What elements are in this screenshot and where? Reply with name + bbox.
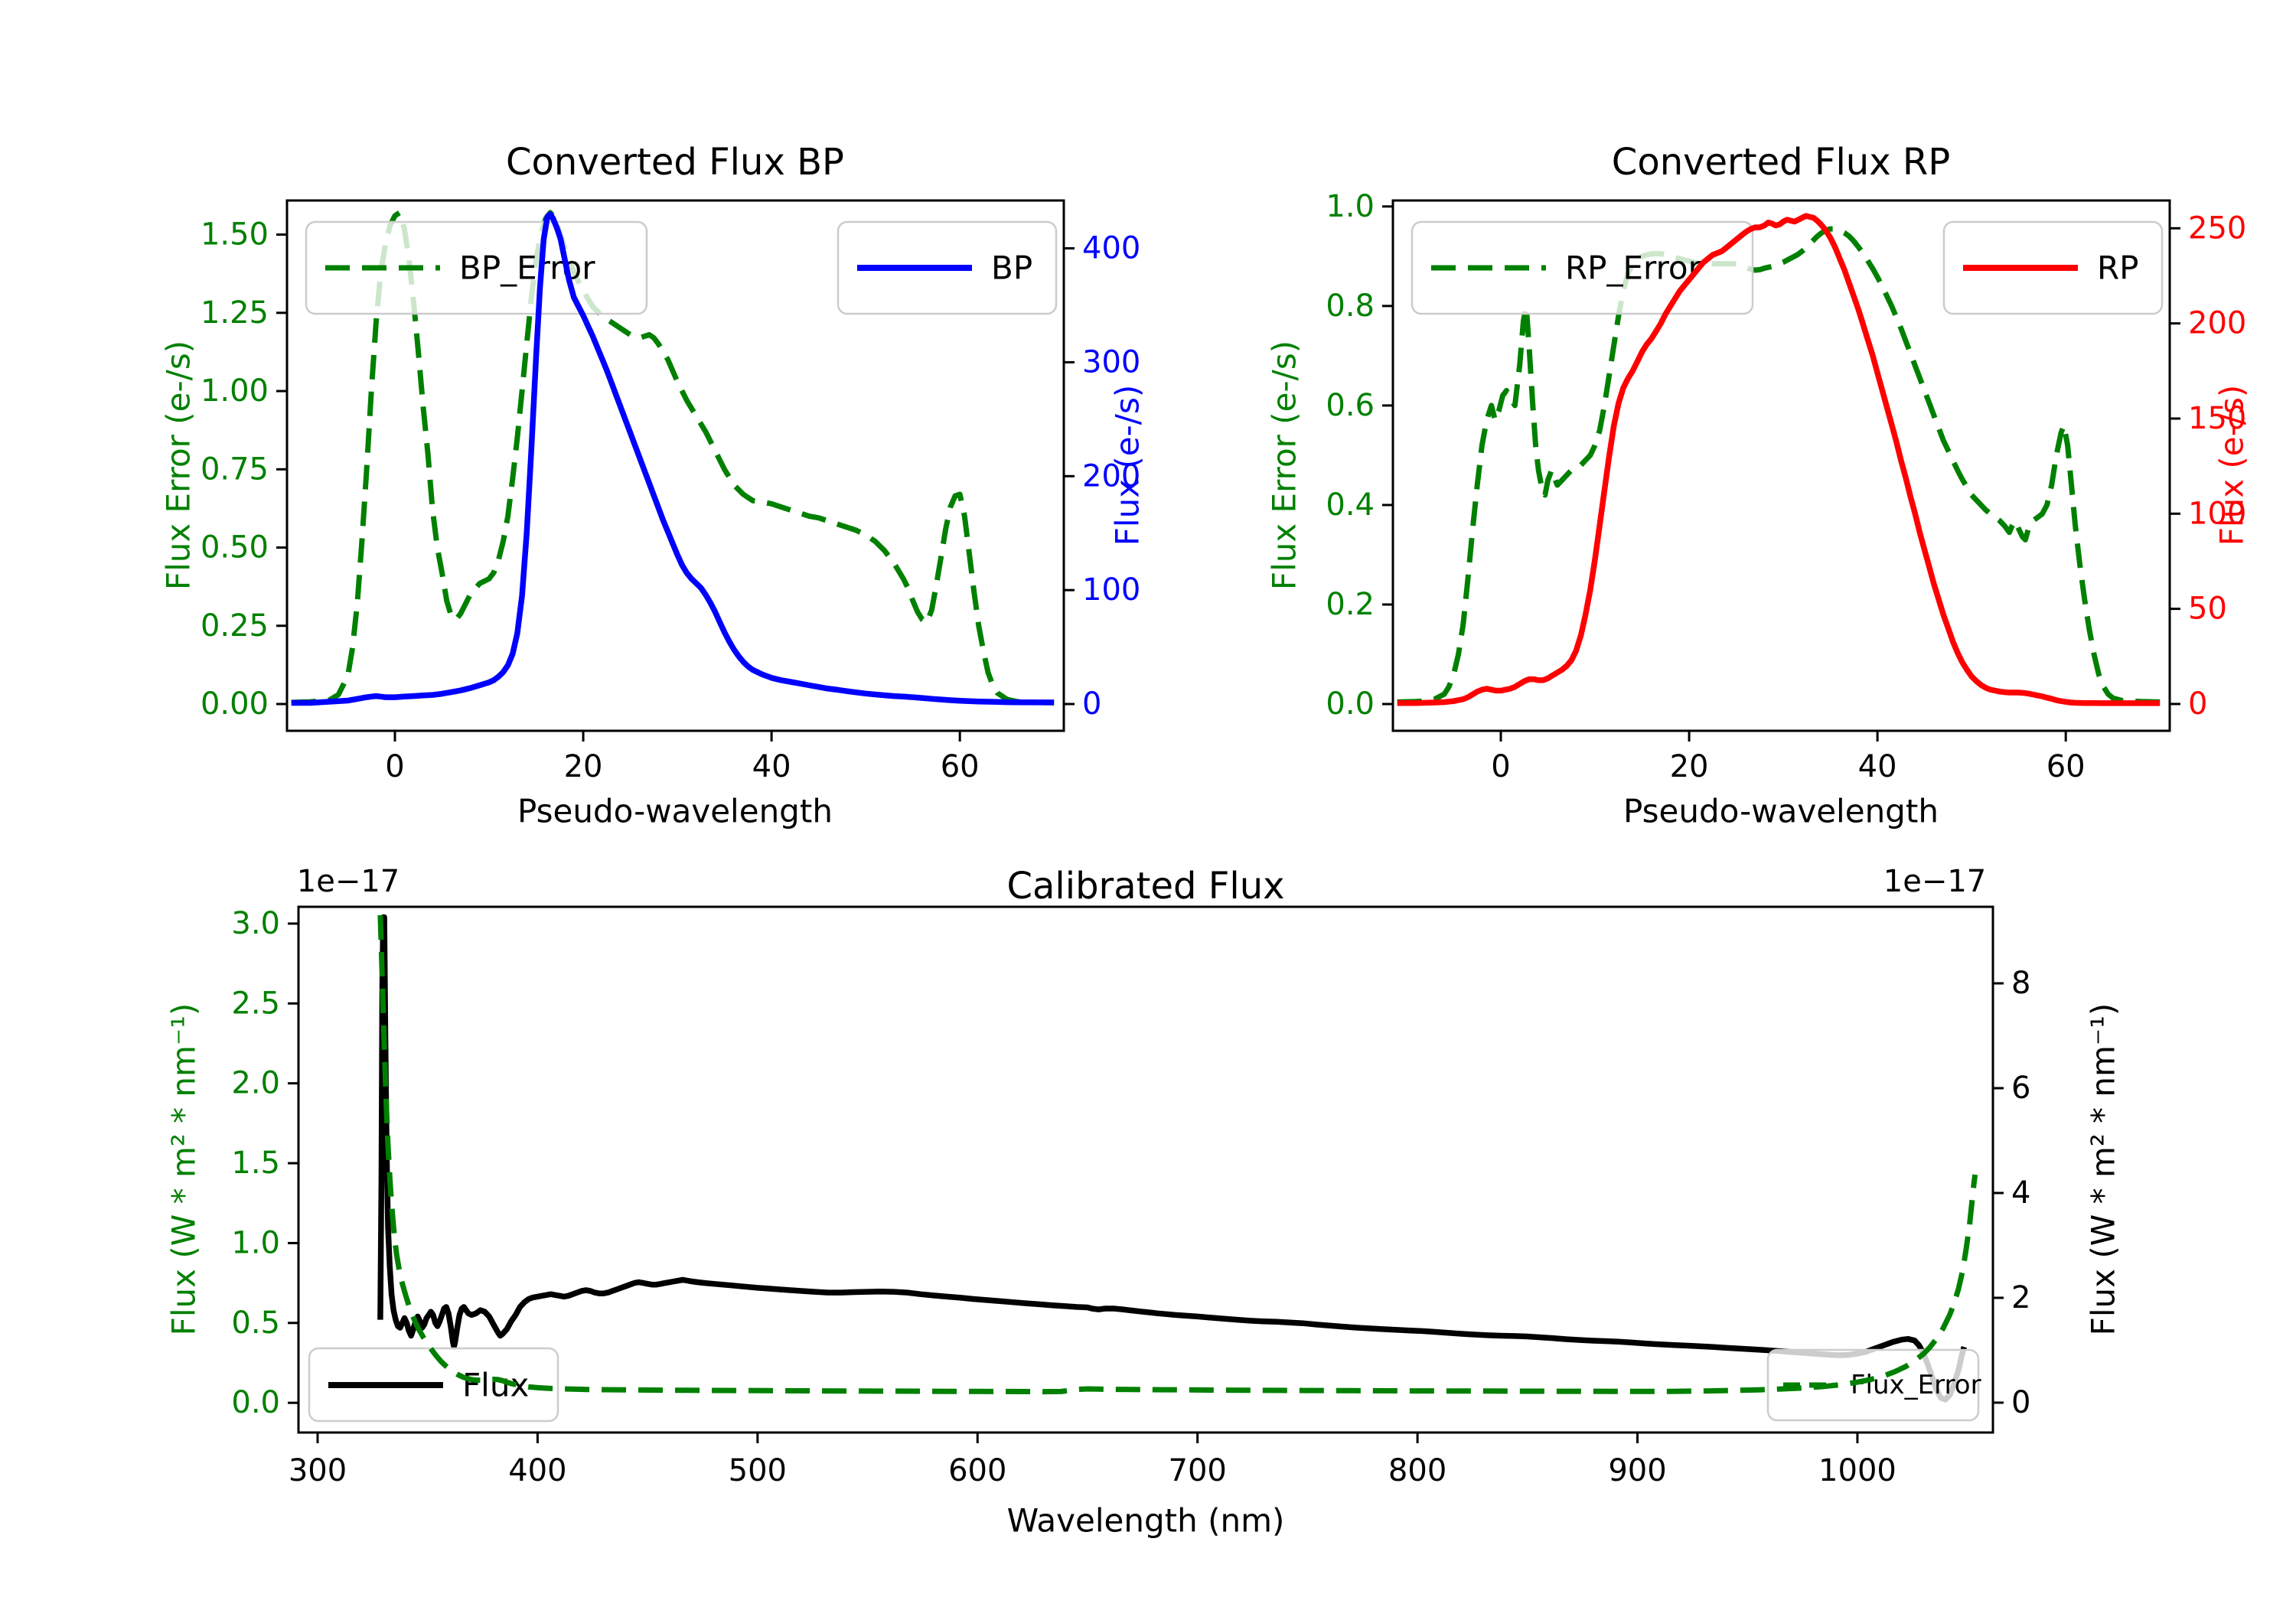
y-tick-label-left: 0.6 [1326, 388, 1375, 423]
y-tick-label-left: 0.4 [1326, 487, 1375, 523]
legend-frame [1411, 220, 1754, 315]
x-tick-label: 60 [2047, 749, 2086, 784]
y-tick-label-left: 0.50 [201, 530, 269, 566]
plot-rp-ylabel-right: Flux (e-/s) [2213, 384, 2251, 546]
y-tick-label-left: 0.5 [231, 1305, 280, 1341]
plot-bp-xlabel: Pseudo-wavelength [517, 792, 833, 830]
curve-bp [291, 211, 1055, 706]
axes-spines [285, 199, 1065, 732]
legend-frame [1766, 1348, 1980, 1422]
curve-rp [1397, 213, 2161, 706]
y-tick-label-right: 0 [1082, 686, 1101, 722]
plot-rp-title: Converted Flux RP [1611, 141, 1951, 184]
legend-bp_error: BP_Error [305, 220, 648, 315]
plot-rp-xlabel: Pseudo-wavelength [1623, 792, 1939, 830]
plot-calibrated-title: Calibrated Flux [1006, 865, 1285, 908]
x-tick-label: 20 [1670, 749, 1709, 784]
x-tick-label: 800 [1388, 1453, 1446, 1488]
legend-label-bp_error: BP_Error [459, 249, 595, 287]
x-tick-label: 400 [508, 1453, 566, 1488]
y-tick-label-right: 100 [1082, 572, 1140, 608]
x-tick-label: 500 [729, 1453, 787, 1488]
x-tick-label: 1000 [1818, 1453, 1896, 1488]
y-tick-label-left: 1.00 [201, 373, 269, 409]
plot-rp-ylabel-left: Flux Error (e-/s) [1265, 340, 1303, 591]
y-tick-label-left: 1.5 [231, 1146, 280, 1181]
x-tick-label: 0 [1491, 749, 1510, 784]
y-tick-label-left: 0.25 [201, 608, 269, 644]
y-tick-label-right: 0 [2188, 686, 2207, 722]
plot-bp-ylabel-left: Flux Error (e-/s) [159, 340, 197, 591]
x-tick-label: 900 [1608, 1453, 1666, 1488]
y-tick-label-right: 200 [2188, 306, 2246, 341]
axes-spines [1391, 199, 2171, 732]
plot-2: Flux Flux_Error 300 400 500 600 700 800 900 1000 0… [231, 905, 2030, 1488]
x-tick-label: 20 [564, 749, 603, 784]
legend-bp: BP [837, 220, 1058, 315]
x-tick-label: 40 [752, 749, 791, 784]
y-tick-label-right: 50 [2188, 592, 2227, 627]
y-tick-label-left: 3.0 [231, 906, 280, 941]
plot-1: RP_Error 0 20 40 60 0.0 0.2 0.4 0.6 0.8 1.0 0 50 100 1… [1326, 189, 2246, 784]
x-tick-label: 700 [1169, 1453, 1227, 1488]
y-tick-label-right: 150 [2188, 401, 2246, 436]
plot-bp-ylabel-right: Flux (e-/s) [1108, 384, 1146, 546]
y-tick-label-right: 400 [1082, 231, 1140, 266]
curve-flux_error [377, 914, 1978, 1395]
y-tick-label-right: 2 [2011, 1280, 2030, 1315]
plot-bp-title: Converted Flux BP [506, 141, 844, 184]
y-tick-label-left: 0.0 [231, 1385, 280, 1420]
legend-rp_error: RP_Error [1411, 220, 1754, 315]
y-tick-label-left: 0.00 [201, 686, 269, 722]
y-tick-label-right: 100 [2188, 496, 2246, 531]
x-tick-label: 0 [385, 749, 404, 784]
y-tick-label-left: 0.0 [1326, 686, 1375, 722]
plot-calibrated-ylabel-right: Flux (W * m² * nm⁻¹) [2084, 1002, 2122, 1336]
legend-label-bp: BP [991, 249, 1032, 287]
x-tick-label: 300 [289, 1453, 347, 1488]
y-tick-label-left: 1.50 [201, 217, 269, 253]
offset-text-left: 1e−17 [296, 864, 400, 899]
y-tick-label-right: 6 [2011, 1071, 2030, 1106]
y-tick-label-left: 2.5 [231, 986, 280, 1021]
axes-spines [297, 905, 1994, 1434]
plot-0: BP_Error 0 20 40 60 0.00 0.25 0.50 0.75 1.00 1.25 1… [201, 199, 1140, 784]
y-tick-label-left: 2.0 [231, 1066, 280, 1101]
offset-text-right: 1e−17 [1883, 864, 1987, 899]
y-tick-label-right: 200 [1082, 458, 1140, 494]
x-tick-label: 60 [941, 749, 980, 784]
legend-rp: RP [1942, 220, 2164, 315]
curve-flux [377, 914, 1967, 1403]
y-tick-label-left: 0.8 [1326, 288, 1375, 324]
y-tick-label-left: 0.75 [201, 451, 269, 487]
legend-label-rp: RP [2097, 249, 2139, 287]
y-tick-label-left: 1.0 [231, 1225, 280, 1260]
x-tick-label: 40 [1858, 749, 1897, 784]
y-tick-label-right: 4 [2011, 1175, 2030, 1211]
legend-label-flux_error: Flux_Error [1851, 1370, 1981, 1400]
legend-flux: Flux [308, 1347, 559, 1423]
y-tick-label-right: 0 [2011, 1385, 2030, 1420]
x-tick-label: 600 [948, 1453, 1006, 1488]
y-tick-label-right: 250 [2188, 210, 2246, 246]
legend-flux_error: Flux_Error [1766, 1348, 1981, 1422]
y-tick-label-right: 300 [1082, 344, 1140, 380]
legend-label-flux: Flux [462, 1367, 529, 1404]
y-tick-label-right: 8 [2011, 966, 2030, 1001]
y-tick-label-left: 1.25 [201, 295, 269, 331]
y-tick-label-left: 0.2 [1326, 587, 1375, 622]
plot-calibrated-ylabel-left: Flux (W * m² * nm⁻¹) [165, 1002, 203, 1336]
plot-calibrated-xlabel: Wavelength (nm) [1006, 1501, 1285, 1540]
y-tick-label-left: 1.0 [1326, 189, 1375, 224]
curve-rp_error [1397, 226, 2161, 705]
legend-label-rp_error: RP_Error [1565, 249, 1702, 287]
